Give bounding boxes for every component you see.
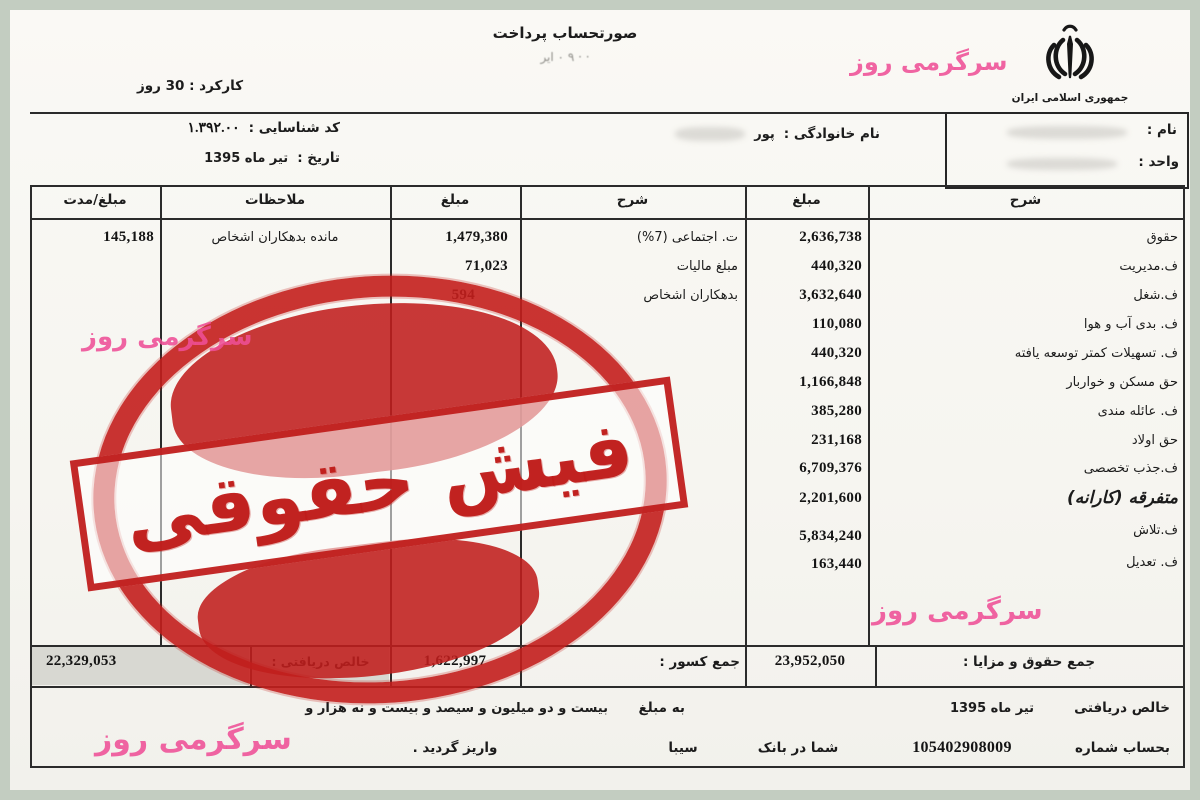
gross-total-label: جمع حقوق و مزایا : [962, 654, 1096, 670]
deduction-amount: 71,023 [464, 258, 508, 274]
name-label: نام : [1146, 122, 1177, 138]
earning-amount: 440,320 [811, 345, 862, 361]
footer-deposited: واریز گردید . [412, 740, 498, 756]
earning-desc: ف. عائله مندی [1097, 404, 1178, 419]
table-top-rule [30, 185, 1185, 187]
earning-amount: 110,080 [811, 316, 862, 332]
footer-bank-name: سیبا [668, 740, 698, 756]
net-value-cell [32, 647, 249, 685]
totals-divider-a [875, 645, 877, 688]
family-name-row: نام خانوادگی : پور [600, 126, 880, 142]
earning-desc: ف.جذب تخصصی [1083, 461, 1178, 476]
info-top-rule [30, 112, 1185, 114]
col-divider-5 [868, 185, 870, 645]
deductions-total-label: جمع کسور : [659, 654, 740, 670]
header-notes: ملاحظات [244, 192, 306, 208]
earning-desc: حق مسکن و خواربار [1066, 375, 1178, 390]
name-unit-box: نام : واحد : [945, 112, 1189, 189]
earning-amount: 3,632,640 [799, 287, 862, 303]
earning-amount: 440,320 [811, 258, 862, 274]
col-divider-1 [160, 185, 162, 645]
header-bottom-rule [30, 218, 1185, 220]
deduction-desc: ت. اجتماعی (7%) [636, 230, 738, 245]
net-total-value: 22,329,053 [46, 653, 117, 669]
earning-amount: 5,834,240 [799, 528, 862, 544]
deduction-desc: بدهکاران اشخاص [643, 288, 738, 303]
header-amount-duration: مبلغ/مدت [63, 192, 127, 208]
earning-desc: ف.شغل [1133, 288, 1178, 303]
footer-account-label: بحساب شماره [1074, 740, 1170, 756]
deduction-amount: 1,479,380 [445, 229, 508, 245]
date-row: تاریخ : تیر ماه 1395 [140, 150, 340, 166]
earning-amount: 385,280 [811, 403, 862, 419]
watermark-mid-left: سرگرمی روز [82, 322, 253, 352]
totals-top-rule [30, 645, 1185, 647]
totals-bottom-rule [30, 686, 1185, 688]
date-value: تیر ماه 1395 [204, 151, 289, 166]
table-bottom-rule [30, 766, 1185, 768]
header-ded-desc: شرح [616, 192, 649, 208]
redacted-unit [1007, 158, 1117, 170]
footer-bank-text: شما در بانک [757, 740, 839, 756]
footer-net-month: تیر ماه 1395 [949, 701, 1035, 716]
unit-label: واحد : [1138, 154, 1179, 170]
table-left-border [30, 185, 32, 768]
iran-emblem-icon [1038, 20, 1102, 88]
date-label: تاریخ : [297, 150, 340, 166]
id-code-value: ۱.۳۹۲.۰۰ [187, 121, 240, 136]
emblem-caption: جمهوری اسلامی ایران [1011, 92, 1129, 104]
earning-desc: حقوق [1146, 230, 1178, 245]
earning-amount: 1,166,848 [799, 374, 862, 390]
earning-desc: ف.تلاش [1133, 523, 1178, 538]
deduction-amount: 594 [451, 287, 475, 303]
footer-amount-label: به مبلغ [638, 700, 685, 716]
table-right-border [1183, 185, 1185, 768]
header-earn-desc: شرح [1009, 192, 1042, 208]
deduction-desc: مبلغ مالیات [676, 259, 738, 274]
id-code-label: کد شناسایی : [248, 120, 340, 136]
faint-scan-line: · · ۹ ۰ ایر [540, 50, 590, 64]
earning-amount: 6,709,376 [799, 460, 862, 476]
earning-amount: 231,168 [811, 432, 862, 448]
earning-desc: ف. بدی آب و هوا [1083, 317, 1178, 332]
header-earn-amount: مبلغ [792, 192, 821, 208]
redacted-family-name [675, 127, 746, 141]
earning-amount: 2,201,600 [799, 490, 862, 506]
header-ded-amount: مبلغ [440, 192, 470, 208]
earning-desc: متفرقه (کارانه) [1067, 488, 1178, 508]
note-amount: 145,188 [103, 229, 154, 245]
earning-desc: ف. تسهیلات کمتر توسعه یافته [1014, 346, 1178, 361]
watermark-top-right: سرگرمی روز [850, 48, 1008, 76]
earning-amount: 163,440 [811, 556, 862, 572]
earning-desc: حق اولاد [1131, 433, 1178, 448]
footer-net-label: خالص دریافتی [1074, 700, 1170, 716]
family-name-value: پور [754, 127, 775, 142]
note-text: مانده بدهکاران اشخاص [211, 230, 339, 245]
earning-amount: 2,636,738 [799, 229, 862, 245]
earning-desc: ف. تعدیل [1126, 555, 1178, 570]
document-title: صورتحساب پرداخت [492, 24, 638, 42]
worked-days: کارکرد : 30 روز [136, 78, 244, 94]
gross-total-value: 23,952,050 [774, 653, 846, 669]
family-name-label: نام خانوادگی : [783, 126, 880, 142]
footer-account-number: 105402908009 [912, 739, 1012, 756]
earning-desc: ف.مدیریت [1119, 259, 1178, 274]
redacted-name [1007, 126, 1127, 139]
id-code-row: کد شناسایی : ۱.۳۹۲.۰۰ [140, 120, 340, 137]
footer-amount-words: بیست و دو میلیون و سیصد و بیست و نه هزار… [305, 701, 608, 716]
watermark-bottom-right: سرگرمی روز [872, 596, 1043, 626]
watermark-bottom-left: سرگرمی روز [95, 722, 292, 757]
col-divider-4 [745, 185, 747, 688]
